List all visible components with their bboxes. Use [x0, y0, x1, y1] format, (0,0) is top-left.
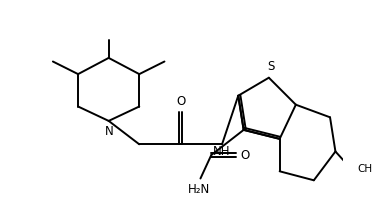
Text: N: N — [105, 125, 114, 138]
Text: NH: NH — [213, 145, 231, 158]
Text: H₂N: H₂N — [187, 183, 210, 196]
Text: S: S — [267, 60, 274, 73]
Text: CH₃: CH₃ — [357, 164, 372, 174]
Text: O: O — [176, 95, 185, 108]
Text: O: O — [240, 149, 249, 162]
